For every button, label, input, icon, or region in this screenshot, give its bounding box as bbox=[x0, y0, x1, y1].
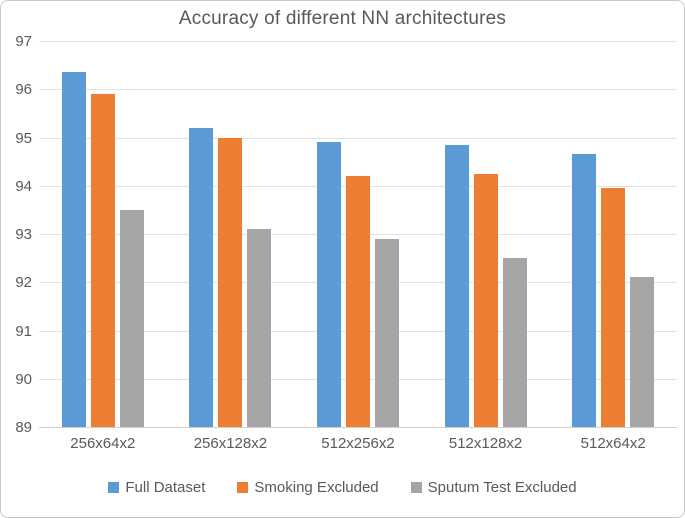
bar-smoking-excluded bbox=[601, 188, 626, 427]
legend-label: Sputum Test Excluded bbox=[427, 479, 577, 496]
y-tick-label: 97 bbox=[15, 33, 32, 50]
y-tick-label: 89 bbox=[15, 419, 32, 436]
bar-sputum-test-excluded bbox=[630, 277, 655, 427]
y-tick-label: 91 bbox=[15, 322, 32, 340]
x-tick-label: 512x64x2 bbox=[580, 435, 646, 452]
bar-full-dataset bbox=[572, 154, 597, 427]
chart-title: Accuracy of different NN architectures bbox=[178, 8, 507, 29]
gridline bbox=[39, 137, 677, 139]
y-tick-label: 92 bbox=[15, 274, 32, 292]
x-tick-label: 512x128x2 bbox=[448, 435, 523, 452]
legend-item-smoking-excluded: Smoking Excluded bbox=[237, 479, 379, 496]
bar-full-dataset bbox=[61, 72, 86, 427]
bar-group bbox=[422, 41, 550, 427]
legend-marker-icon bbox=[410, 482, 422, 493]
bar-smoking-excluded bbox=[218, 137, 243, 427]
legend-marker-icon bbox=[237, 482, 249, 493]
y-tick-label: 96 bbox=[15, 81, 32, 99]
bar-sputum-test-excluded bbox=[502, 258, 527, 427]
bar-smoking-excluded bbox=[345, 176, 370, 427]
x-tick-label: 256x64x2 bbox=[70, 435, 136, 452]
bar-sputum-test-excluded bbox=[119, 209, 144, 427]
y-axis: 89 90 91 92 93 94 95 96 97 bbox=[1, 33, 32, 436]
bar-sputum-test-excluded bbox=[247, 229, 272, 427]
bar-groups bbox=[39, 41, 677, 427]
bar-smoking-excluded bbox=[90, 94, 115, 427]
legend: Full Dataset Smoking Excluded Sputum Test … bbox=[1, 479, 684, 496]
gridline bbox=[39, 41, 677, 42]
bar-full-dataset bbox=[316, 142, 341, 427]
bar-smoking-excluded bbox=[473, 173, 498, 427]
legend-marker-icon bbox=[108, 482, 120, 493]
bar-group bbox=[549, 41, 677, 427]
y-tick-label: 94 bbox=[15, 177, 32, 195]
bar-full-dataset bbox=[189, 127, 214, 427]
x-axis: 256x64x2 256x128x2 512x256x2 512x128x2 512x6… bbox=[39, 435, 677, 452]
legend-item-sputum-test-excluded: Sputum Test Excluded bbox=[410, 479, 577, 496]
y-tick-label: 93 bbox=[15, 226, 32, 243]
bar-group bbox=[294, 41, 422, 427]
legend-label: Full Dataset bbox=[125, 479, 206, 496]
y-tick-label: 95 bbox=[15, 129, 32, 147]
bar-group bbox=[39, 41, 167, 427]
gridline bbox=[39, 89, 677, 91]
legend-item-full-dataset: Full Dataset bbox=[108, 479, 205, 496]
plot-area bbox=[39, 41, 677, 428]
y-tick-label: 90 bbox=[15, 370, 32, 388]
x-tick-label: 512x256x2 bbox=[321, 435, 395, 452]
bar-full-dataset bbox=[444, 144, 469, 427]
gridline bbox=[39, 427, 677, 428]
legend-label: Smoking Excluded bbox=[254, 479, 379, 496]
bar-sputum-test-excluded bbox=[374, 238, 399, 427]
bar-group bbox=[167, 41, 295, 427]
x-tick-label: 256x128x2 bbox=[193, 435, 268, 452]
